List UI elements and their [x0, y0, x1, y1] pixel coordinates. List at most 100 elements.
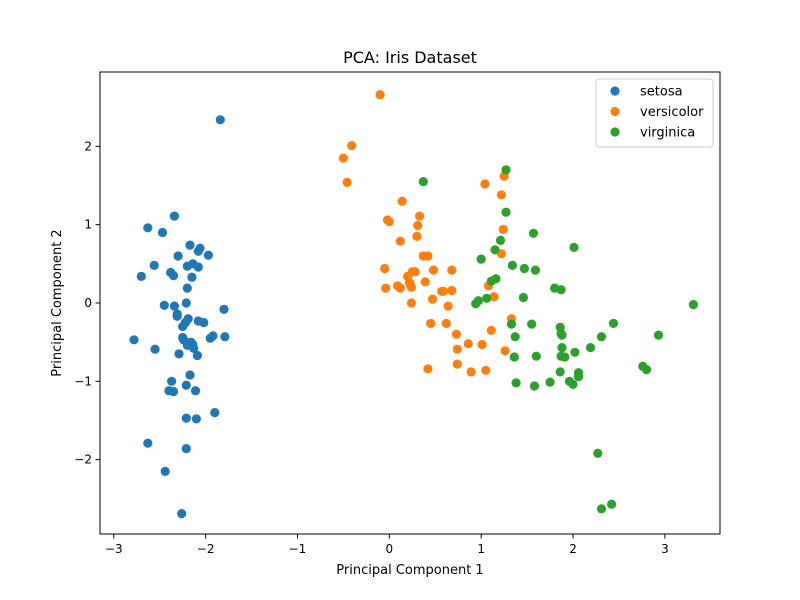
point-versicolor — [420, 277, 430, 287]
point-setosa — [182, 261, 192, 271]
point-versicolor — [466, 367, 476, 377]
point-versicolor — [496, 190, 506, 200]
x-tick-label: 0 — [386, 542, 394, 556]
legend: setosa versicolor virginica — [595, 78, 714, 148]
point-versicolor — [463, 339, 473, 349]
point-virginica — [418, 177, 428, 187]
point-setosa — [215, 115, 225, 125]
point-virginica — [495, 235, 506, 245]
point-versicolor — [342, 177, 352, 187]
point-virginica — [570, 347, 580, 357]
x-axis-label: Principal Component 1 — [336, 563, 483, 578]
point-versicolor — [406, 298, 416, 308]
point-setosa — [169, 211, 179, 221]
x-axis: −3 −2 −1 0 1 2 3 — [105, 534, 669, 556]
point-versicolor — [498, 224, 508, 234]
point-virginica — [560, 352, 570, 362]
point-versicolor — [486, 325, 496, 335]
chart-title: PCA: Iris Dataset — [343, 48, 477, 67]
point-versicolor — [447, 265, 457, 275]
point-versicolor — [428, 265, 438, 275]
point-setosa — [177, 508, 187, 519]
legend-label-versicolor: versicolor — [640, 105, 704, 120]
point-setosa — [179, 335, 189, 345]
point-setosa — [210, 408, 220, 418]
point-versicolor — [381, 283, 391, 293]
point-versicolor — [397, 196, 407, 206]
point-virginica — [596, 504, 607, 514]
point-virginica — [507, 260, 517, 270]
point-setosa — [159, 300, 169, 310]
point-versicolor — [452, 344, 462, 354]
point-setosa — [178, 321, 188, 332]
point-setosa — [181, 444, 191, 454]
point-setosa — [149, 260, 159, 270]
plot-frame — [99, 71, 721, 535]
point-virginica — [530, 265, 541, 275]
point-virginica — [509, 352, 519, 362]
point-setosa — [181, 298, 191, 308]
point-setosa — [143, 438, 153, 448]
point-versicolor — [489, 292, 499, 302]
point-setosa — [193, 316, 203, 326]
point-versicolor — [477, 339, 487, 350]
point-virginica — [555, 367, 565, 377]
point-versicolor — [338, 153, 348, 163]
point-virginica — [490, 245, 500, 255]
point-setosa — [150, 344, 160, 354]
point-versicolor — [412, 231, 422, 241]
point-virginica — [569, 242, 579, 252]
point-versicolor — [418, 251, 428, 261]
point-virginica — [585, 343, 596, 353]
point-versicolor — [480, 179, 490, 189]
point-versicolor — [413, 220, 423, 231]
point-versicolor — [452, 359, 462, 369]
legend-box — [595, 78, 714, 148]
point-versicolor — [380, 263, 390, 274]
point-versicolor — [415, 211, 425, 221]
point-setosa — [203, 250, 213, 260]
point-setosa — [187, 272, 197, 282]
legend-label-setosa: setosa — [640, 85, 683, 100]
point-virginica — [511, 378, 521, 388]
point-virginica — [557, 343, 567, 353]
point-versicolor — [451, 329, 461, 339]
point-virginica — [557, 330, 567, 340]
point-versicolor — [423, 364, 433, 374]
legend-marker-virginica — [610, 127, 620, 137]
point-virginica — [482, 293, 492, 303]
point-virginica — [528, 228, 539, 238]
point-virginica — [519, 263, 530, 274]
point-virginica — [501, 165, 511, 175]
x-tick-label: 2 — [569, 542, 577, 556]
legend-marker-setosa — [610, 86, 620, 96]
points-layer — [129, 90, 699, 519]
point-setosa — [174, 349, 184, 359]
point-virginica — [607, 499, 617, 509]
point-setosa — [220, 332, 230, 342]
legend-label-virginica: virginica — [640, 126, 695, 141]
point-setosa — [172, 311, 182, 321]
y-tick-label: −2 — [74, 453, 92, 467]
point-setosa — [185, 240, 195, 250]
point-setosa — [136, 271, 146, 281]
legend-marker-versicolor — [610, 106, 620, 117]
point-virginica — [527, 319, 537, 329]
point-virginica — [653, 330, 664, 340]
point-virginica — [641, 365, 652, 375]
x-tick-label: −2 — [197, 542, 215, 556]
point-setosa — [168, 386, 179, 397]
point-virginica — [501, 207, 511, 217]
point-setosa — [167, 376, 177, 386]
point-virginica — [531, 351, 541, 361]
point-setosa — [182, 283, 192, 293]
point-setosa — [143, 223, 153, 233]
point-versicolor — [500, 346, 510, 356]
x-tick-label: 3 — [661, 542, 669, 556]
point-setosa — [173, 251, 183, 261]
point-versicolor — [481, 365, 491, 375]
point-setosa — [205, 333, 215, 343]
x-tick-label: −1 — [289, 542, 307, 556]
point-setosa — [190, 386, 201, 396]
